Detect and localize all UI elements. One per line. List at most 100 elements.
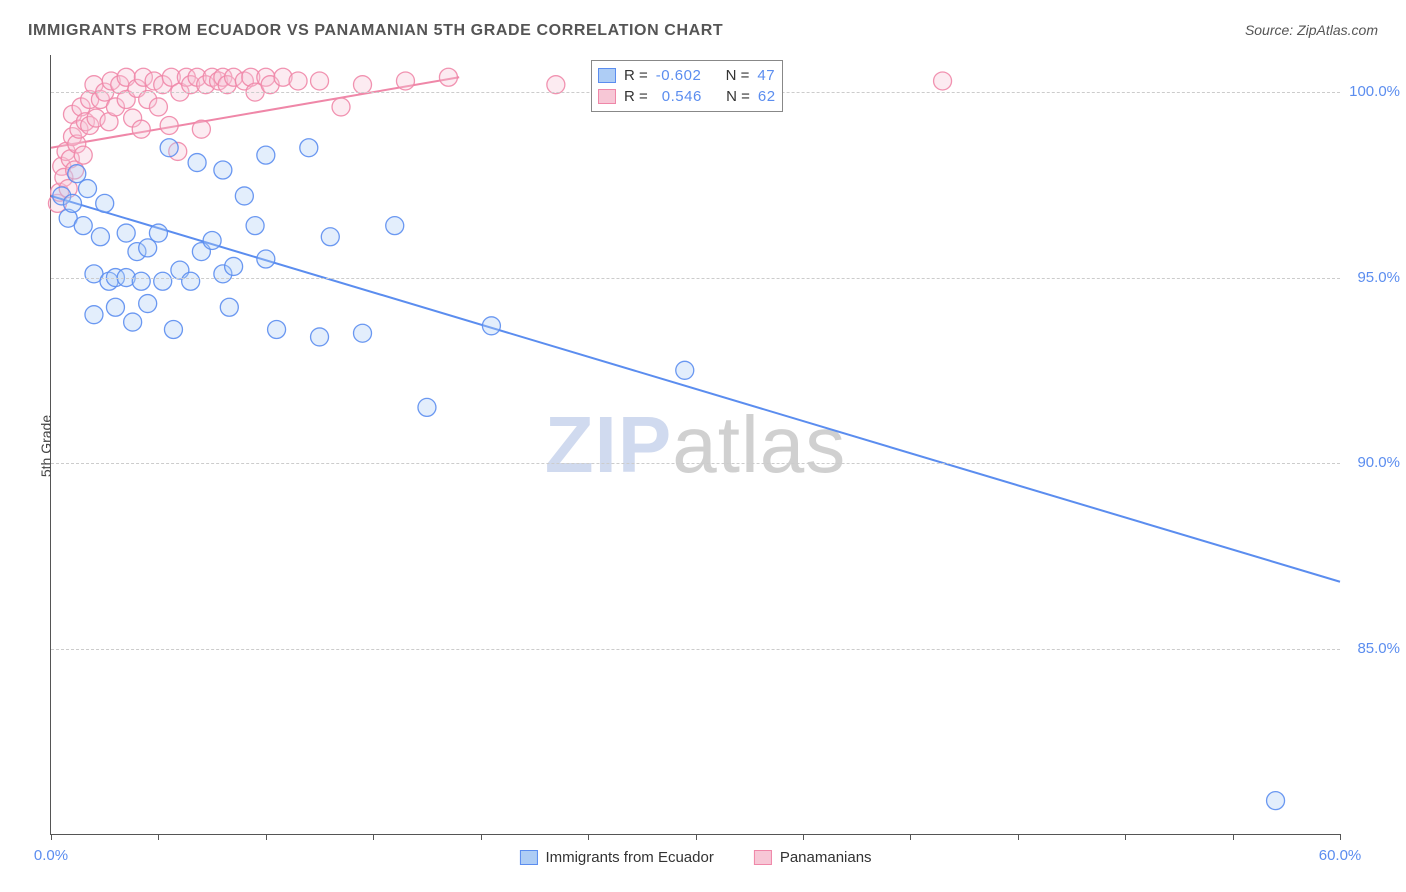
x-tick <box>1018 834 1019 840</box>
data-point <box>225 257 243 275</box>
data-point <box>214 161 232 179</box>
x-tick <box>696 834 697 840</box>
plot-area: ZIPatlas R = -0.602 N = 47 R = 0.546 N =… <box>50 55 1340 835</box>
stats-row-panama: R = 0.546 N = 62 <box>598 86 776 107</box>
data-point <box>48 194 66 212</box>
data-point <box>53 157 71 175</box>
legend-swatch-ecuador <box>519 850 537 865</box>
data-point <box>154 76 172 94</box>
data-point <box>100 272 118 290</box>
data-point <box>132 272 150 290</box>
x-tick <box>1340 834 1341 840</box>
data-point <box>169 142 187 160</box>
r-value-ecuador: -0.602 <box>656 65 702 86</box>
data-point <box>257 250 275 268</box>
trend-line <box>51 196 1340 582</box>
data-point <box>91 91 109 109</box>
data-point <box>162 68 180 86</box>
data-point <box>182 76 200 94</box>
y-tick-label: 85.0% <box>1357 640 1400 657</box>
data-point <box>106 98 124 116</box>
watermark: ZIPatlas <box>545 399 846 491</box>
data-point <box>53 187 71 205</box>
watermark-atlas: atlas <box>672 400 846 489</box>
data-point <box>85 306 103 324</box>
data-point <box>117 224 135 242</box>
data-point <box>354 76 372 94</box>
data-point <box>63 128 81 146</box>
data-point <box>418 398 436 416</box>
data-point <box>311 328 329 346</box>
x-tick <box>803 834 804 840</box>
x-tick <box>158 834 159 840</box>
data-point <box>124 313 142 331</box>
data-point <box>81 91 99 109</box>
data-point <box>139 239 157 257</box>
data-point <box>164 321 182 339</box>
data-point <box>51 183 69 201</box>
data-point <box>81 116 99 134</box>
source-prefix: Source: <box>1245 22 1297 38</box>
x-tick <box>588 834 589 840</box>
x-tick <box>1125 834 1126 840</box>
data-point <box>182 272 200 290</box>
data-point <box>149 98 167 116</box>
data-point <box>300 139 318 157</box>
data-point <box>235 187 253 205</box>
data-point <box>261 76 279 94</box>
y-tick-label: 95.0% <box>1357 269 1400 286</box>
data-point <box>192 243 210 261</box>
data-point <box>79 180 97 198</box>
legend-label-panama: Panamanians <box>780 849 872 866</box>
gridline <box>51 649 1340 650</box>
y-tick-label: 100.0% <box>1349 83 1400 100</box>
data-point <box>1267 792 1285 810</box>
data-point <box>117 91 135 109</box>
data-point <box>214 265 232 283</box>
data-point <box>274 68 292 86</box>
gridline <box>51 463 1340 464</box>
data-point <box>106 298 124 316</box>
data-point <box>203 68 221 86</box>
data-point <box>128 79 146 97</box>
x-tick <box>51 834 52 840</box>
data-point <box>482 317 500 335</box>
data-point <box>124 109 142 127</box>
data-point <box>66 161 84 179</box>
data-point <box>235 72 253 90</box>
data-point <box>386 217 404 235</box>
data-point <box>85 265 103 283</box>
data-point <box>55 168 73 186</box>
data-point <box>160 116 178 134</box>
stats-legend: R = -0.602 N = 47 R = 0.546 N = 62 <box>591 60 783 112</box>
data-point <box>111 76 129 94</box>
y-tick-label: 90.0% <box>1357 454 1400 471</box>
data-point <box>139 295 157 313</box>
data-point <box>68 135 86 153</box>
data-point <box>439 68 457 86</box>
data-point <box>197 76 215 94</box>
data-point <box>102 72 120 90</box>
data-point <box>57 142 75 160</box>
x-tick <box>266 834 267 840</box>
legend-item-panama: Panamanians <box>754 849 872 866</box>
data-point <box>354 324 372 342</box>
data-point <box>149 224 167 242</box>
trend-line <box>51 77 459 147</box>
n-value-ecuador: 47 <box>757 65 775 86</box>
data-point <box>332 98 350 116</box>
r-value-panama: 0.546 <box>662 86 702 107</box>
data-point <box>63 194 81 212</box>
data-point <box>396 72 414 90</box>
data-point <box>70 120 88 138</box>
data-point <box>177 68 195 86</box>
data-point <box>188 68 206 86</box>
x-tick <box>373 834 374 840</box>
data-point <box>61 150 79 168</box>
data-point <box>210 72 228 90</box>
data-point <box>96 194 114 212</box>
data-point <box>74 217 92 235</box>
stats-row-ecuador: R = -0.602 N = 47 <box>598 65 776 86</box>
data-point <box>311 72 329 90</box>
data-point <box>154 272 172 290</box>
